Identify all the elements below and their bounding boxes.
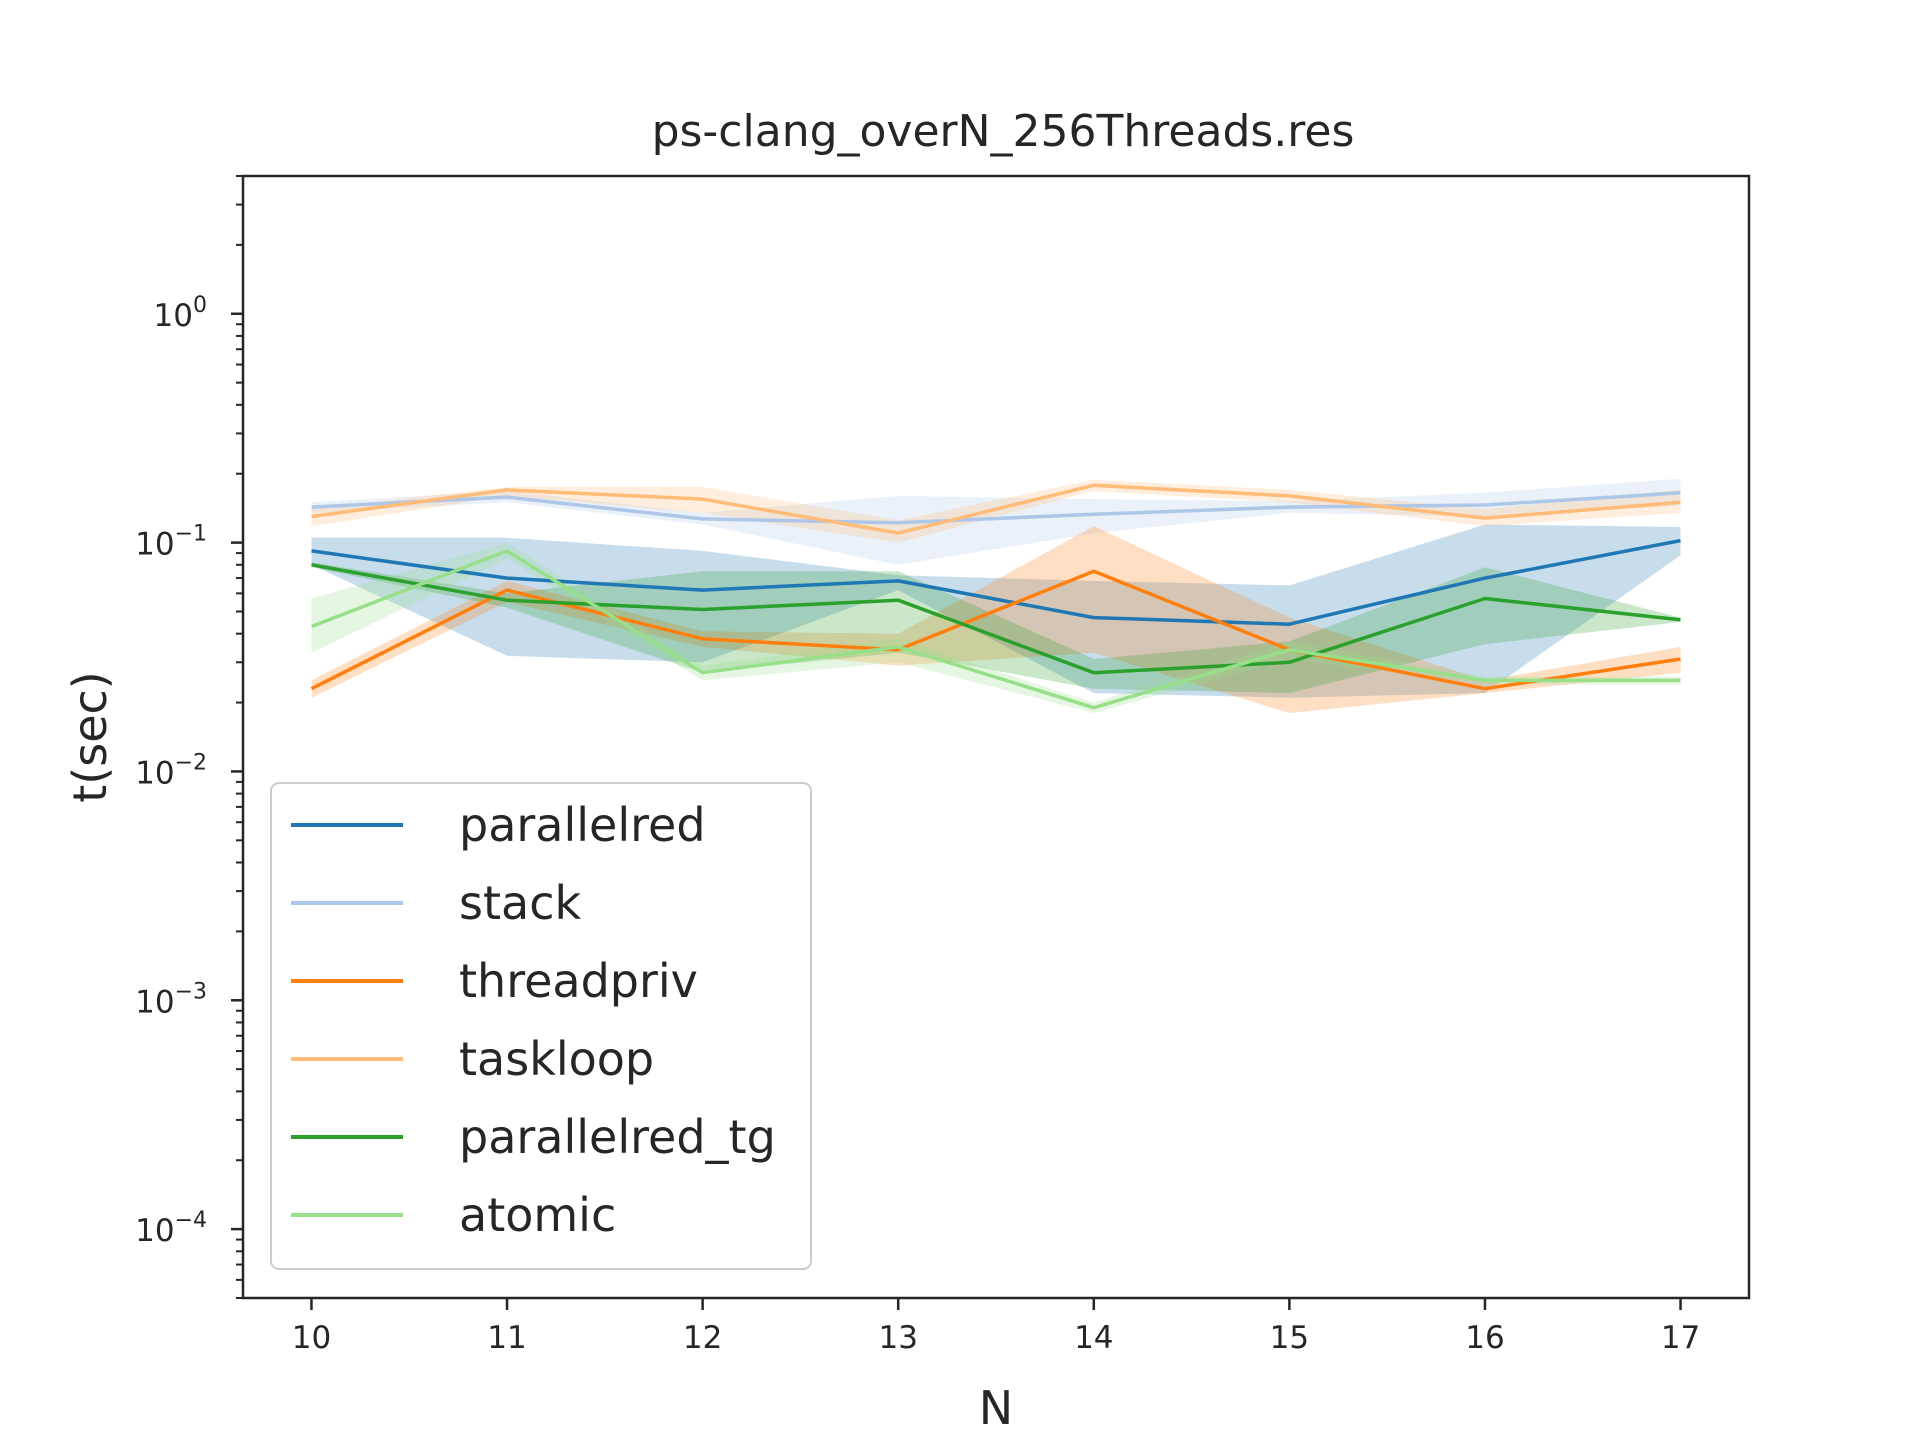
y-tick-label: 10−4 bbox=[135, 1208, 207, 1249]
legend-label-stack: stack bbox=[459, 876, 581, 930]
legend: parallelred stack threadpriv taskloop parall… bbox=[270, 782, 812, 1270]
x-tick-label: 10 bbox=[292, 1320, 331, 1356]
plot-frame bbox=[241, 174, 1751, 1300]
series-line-atomic bbox=[310, 549, 1681, 710]
series-line-parallelred-tg bbox=[311, 563, 1681, 675]
chart-title: ps-clang_overN_256Threads.res bbox=[652, 106, 1355, 157]
x-tick-label: 12 bbox=[683, 1320, 722, 1356]
legend-label-atomic: atomic bbox=[459, 1188, 616, 1242]
legend-label-threadpriv: threadpriv bbox=[459, 954, 698, 1008]
series-line-stack bbox=[311, 491, 1681, 525]
series-line-threadpriv bbox=[310, 569, 1681, 691]
x-tick-label: 17 bbox=[1661, 1320, 1700, 1356]
legend-label-parallelred-tg: parallelred_tg bbox=[459, 1110, 776, 1164]
band-threadpriv bbox=[311, 526, 1681, 713]
y-tick-label: 10−3 bbox=[135, 979, 207, 1020]
x-tick-label: 14 bbox=[1074, 1320, 1113, 1356]
x-tick-label: 16 bbox=[1465, 1320, 1504, 1356]
x-tick-label: 15 bbox=[1270, 1320, 1309, 1356]
legend-box bbox=[270, 782, 812, 1270]
x-axis-label: N bbox=[979, 1381, 1013, 1435]
legend-label-taskloop: taskloop bbox=[459, 1032, 654, 1086]
y-tick-label: 10−2 bbox=[135, 750, 207, 791]
x-axis: 10 11 12 13 14 15 16 17 bbox=[292, 1298, 1700, 1356]
y-tick-label: 100 bbox=[154, 293, 207, 334]
x-tick-label: 11 bbox=[487, 1320, 526, 1356]
series-line-taskloop bbox=[311, 483, 1681, 535]
legend-label-parallelred: parallelred bbox=[459, 798, 706, 852]
x-tick-label: 13 bbox=[878, 1320, 917, 1356]
y-axis: 100 10−1 10−2 10−3 10−4 bbox=[135, 175, 243, 1299]
y-axis-label: t(sec) bbox=[63, 671, 117, 803]
y-tick-label: 10−1 bbox=[135, 522, 207, 563]
series-lines bbox=[310, 483, 1681, 710]
series-line-parallelred bbox=[311, 538, 1681, 626]
